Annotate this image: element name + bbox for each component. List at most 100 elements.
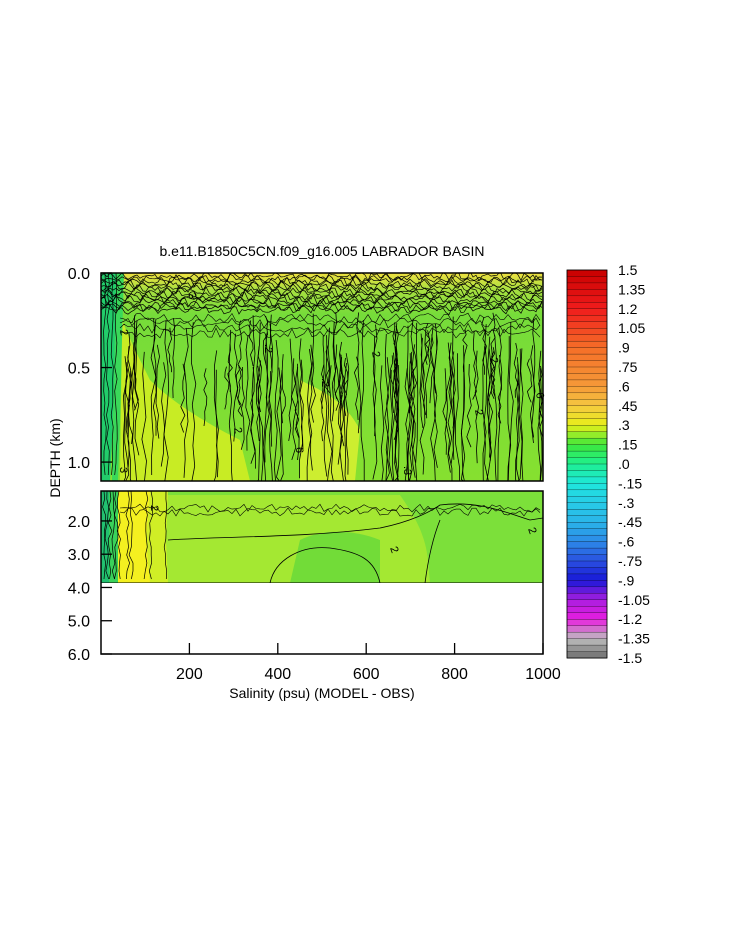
contour-line — [101, 273, 543, 284]
colorbar-band — [566, 412, 608, 420]
contour-line — [425, 323, 431, 365]
colorbar-band — [566, 399, 608, 407]
contour-line — [101, 291, 543, 302]
contour-line — [396, 364, 400, 481]
colorbar-band — [566, 289, 608, 297]
contour-label: 2 — [231, 426, 244, 434]
contour-line — [281, 354, 286, 424]
y-tick-label: 0.0 — [68, 266, 90, 283]
contour-line — [268, 314, 273, 447]
contour-line — [152, 319, 157, 436]
contour-line — [141, 351, 147, 481]
contour-line — [235, 364, 241, 406]
contour-line — [334, 344, 340, 411]
colorbar-band — [566, 386, 608, 394]
colorbar-band — [566, 340, 608, 349]
contour-line — [333, 312, 337, 399]
colorbar-band — [566, 573, 608, 581]
colorbar-band — [566, 580, 608, 588]
contour-line — [424, 519, 441, 583]
contour-line — [452, 316, 456, 460]
x-tick-label: 600 — [353, 666, 380, 683]
contour-line — [249, 320, 254, 367]
contour-line — [520, 348, 525, 481]
contour-line — [343, 362, 349, 481]
contour-line — [119, 312, 541, 324]
contour-line — [406, 325, 411, 481]
contour-line — [394, 325, 399, 396]
contour-line — [240, 366, 245, 450]
contour-line — [163, 491, 168, 580]
colorbar-band — [566, 276, 608, 284]
colorbar-labels: 1.5 1.35 1.2 1.05 .9 .75 .6 .45 .3 .15 .0 -.15 -.3 -.… — [618, 262, 650, 666]
y-tick-label: 0.5 — [68, 361, 90, 378]
contour-line — [507, 336, 512, 481]
colorbar-band — [566, 405, 608, 413]
colorbar-band — [566, 619, 608, 627]
contour-line — [134, 320, 140, 456]
contour-line — [163, 319, 170, 481]
upper-yellow-patch — [300, 380, 360, 481]
colorbar-label: 1.2 — [618, 301, 638, 317]
contour-line — [128, 491, 134, 580]
y-axis-label: DEPTH (km) — [47, 418, 63, 497]
colorbar-label: .75 — [618, 359, 638, 375]
lower-y-axis: 2.0 3.0 4.0 5.0 6.0 — [68, 514, 112, 664]
contour-line — [232, 333, 239, 442]
contour-line — [408, 353, 413, 414]
contour-label: 2 — [487, 356, 500, 364]
colorbar-frame — [566, 269, 608, 659]
contour-line — [101, 299, 543, 311]
y-tick-label: 4.0 — [68, 580, 90, 597]
colorbar-band — [566, 347, 608, 355]
colorbar-band — [566, 269, 608, 277]
colorbar-label: -.6 — [618, 534, 635, 550]
colorbar-band — [566, 366, 608, 374]
colorbar-band — [566, 651, 608, 659]
colorbar-band — [566, 612, 608, 620]
y-tick-label: 2.0 — [68, 514, 90, 531]
contour-line — [125, 491, 130, 580]
colorbar-label: .6 — [618, 378, 630, 394]
contour-line — [419, 337, 426, 475]
contour-line — [131, 342, 136, 410]
contour-line — [538, 350, 543, 481]
contour-line — [310, 313, 316, 423]
contour-label: 2 — [472, 408, 485, 416]
chart-title: b.e11.B1850C5CN.f09_g16.005 LABRADOR BAS… — [159, 243, 484, 259]
colorbar-band — [566, 541, 608, 549]
contour-line — [114, 491, 119, 580]
contour-label: 2 — [148, 505, 160, 511]
contour-label: 2 — [117, 328, 130, 336]
contour-label: 3 — [117, 467, 129, 473]
y-tick-label: 5.0 — [68, 614, 90, 631]
colorbar-band — [566, 444, 608, 452]
contour-line — [143, 491, 149, 580]
contour-line — [372, 324, 378, 437]
colorbar-band — [566, 625, 608, 633]
lower-green-patch — [290, 531, 380, 583]
contour-line — [424, 330, 431, 419]
colorbar-band — [566, 302, 608, 310]
colorbar-band — [566, 534, 608, 543]
contour-line — [447, 361, 453, 481]
colorbar-band — [566, 593, 608, 601]
contour-label: 2 — [525, 526, 538, 536]
contour-line — [338, 354, 344, 481]
colorbar-band — [566, 282, 608, 290]
contour-line — [160, 362, 167, 467]
lower-frame — [100, 490, 544, 655]
colorbar-band — [566, 353, 608, 361]
contour-label: 6 — [533, 391, 546, 399]
colorbar-band — [566, 295, 608, 303]
lower-contour-labels: 2 2 2 — [148, 505, 539, 555]
colorbar-band — [566, 483, 608, 491]
colorbar-band — [566, 360, 608, 368]
lower-yellow — [118, 491, 150, 583]
contour-line — [103, 273, 107, 476]
contour-line — [410, 369, 416, 478]
contour-line — [127, 346, 132, 481]
colorbar-band — [566, 496, 608, 504]
contour-line — [101, 278, 543, 290]
